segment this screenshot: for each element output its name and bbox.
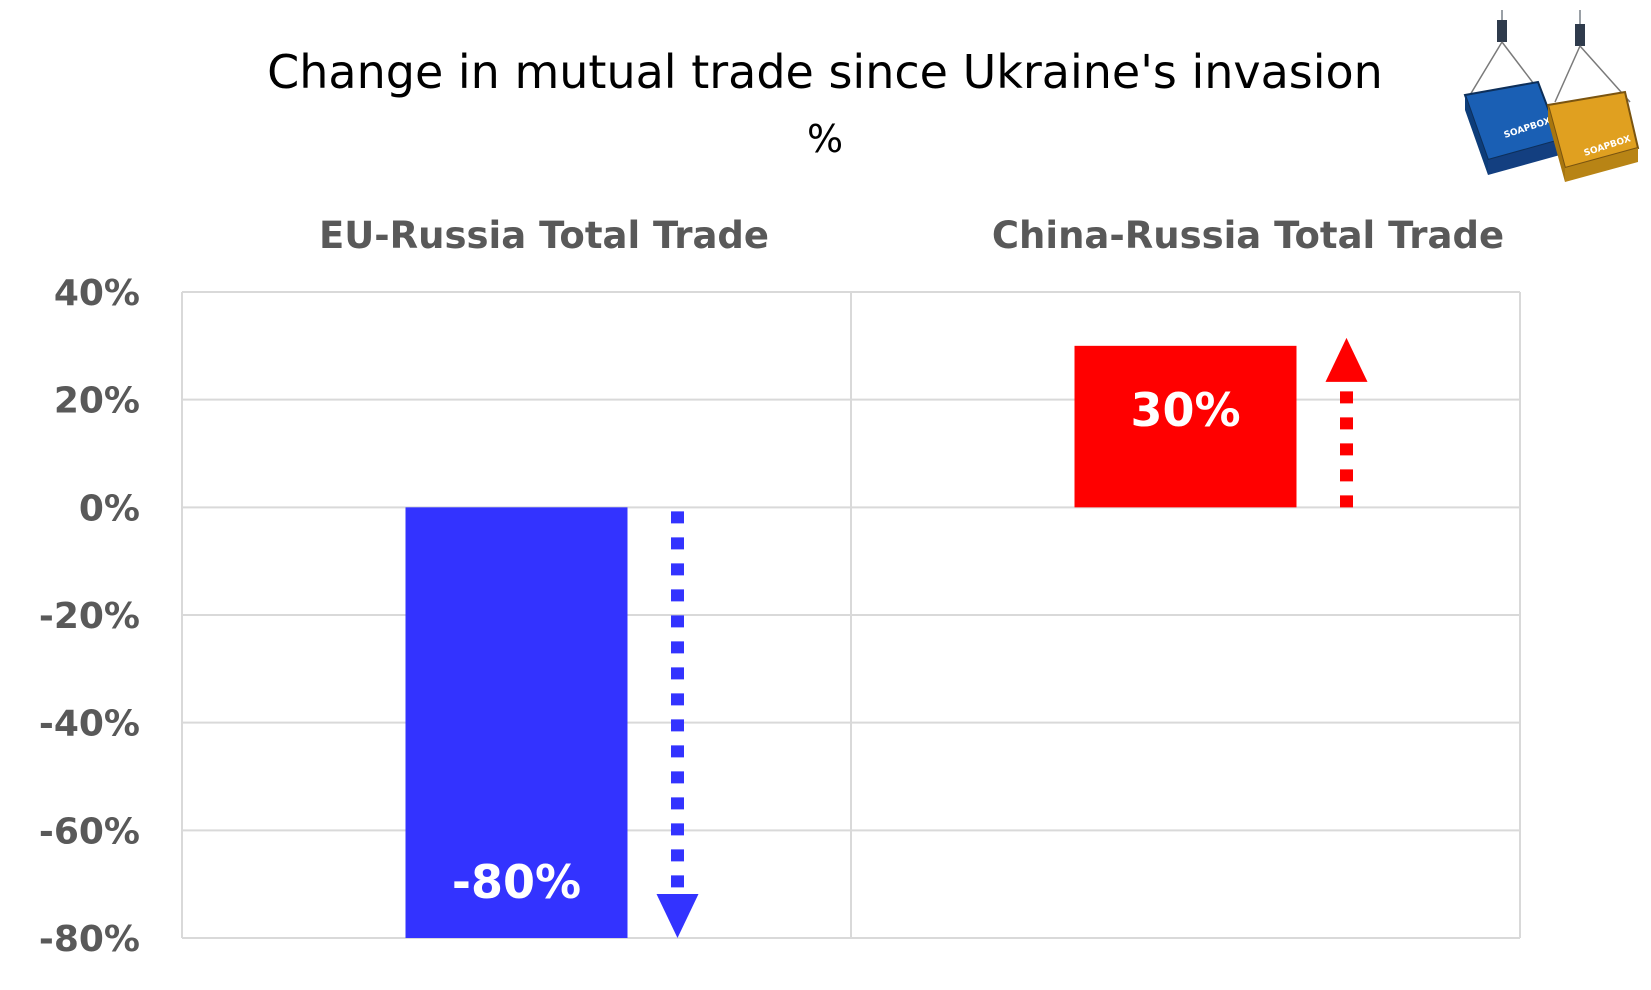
panel-title-china-russia: China-Russia Total Trade (992, 214, 1504, 257)
y-tick-label: 40% (54, 273, 140, 314)
bars: -80% 30% (405, 337, 1368, 938)
data-label: -80% (452, 855, 581, 909)
bar (1074, 345, 1297, 508)
gridlines (181, 291, 1521, 939)
y-tick-label: -80% (39, 919, 140, 960)
y-axis: 40% 20% 0% -20% -40% -60% -80% (39, 273, 140, 960)
chart-title: Change in mutual trade since Ukraine's i… (267, 45, 1383, 99)
y-tick-label: -60% (39, 811, 140, 852)
y-tick-label: -20% (39, 596, 140, 637)
soapbox-logo: SOAPBOX SOAPBOX (1463, 10, 1640, 182)
y-tick-label: 20% (54, 381, 140, 422)
trend-arrow-down-icon (656, 894, 699, 938)
y-tick-label: 0% (79, 488, 140, 529)
trend-arrow-up-icon (1325, 337, 1368, 382)
panel-title-eu-russia: EU-Russia Total Trade (319, 214, 769, 257)
chart-subtitle: % (807, 117, 843, 161)
bar (405, 507, 628, 938)
y-tick-label: -40% (39, 704, 140, 745)
data-label: 30% (1130, 383, 1240, 437)
